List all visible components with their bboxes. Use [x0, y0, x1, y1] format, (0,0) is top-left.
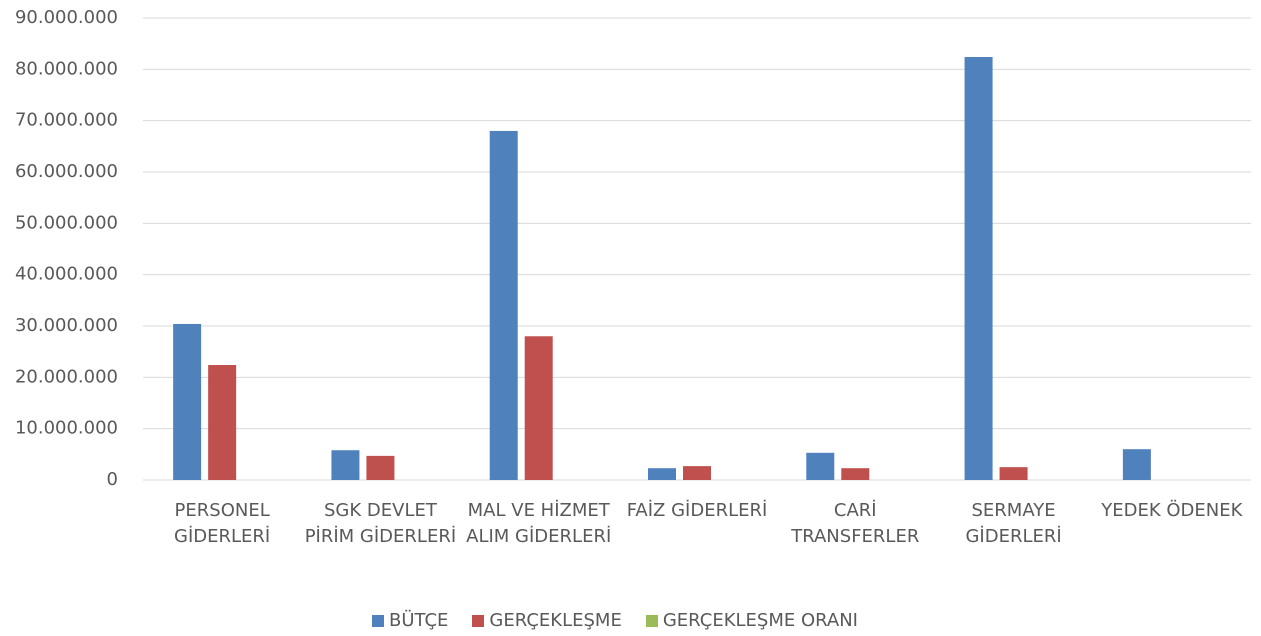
x-tick-label: PERSONEL GİDERLERİ	[174, 500, 271, 547]
bar	[489, 130, 518, 480]
legend-item: GERÇEKLEŞME	[472, 610, 622, 631]
bar	[1122, 449, 1151, 480]
x-tick-label: MAL VE HİZMET ALIM GİDERLERİ	[466, 500, 612, 547]
y-tick-label: 20.000.000	[15, 366, 118, 387]
legend-label: GERÇEKLEŞME ORANI	[662, 610, 858, 631]
bar	[366, 455, 395, 480]
x-tick-label: SERMAYE GİDERLERİ	[965, 500, 1062, 547]
legend-item: GERÇEKLEŞME ORANI	[645, 610, 858, 631]
y-tick-label: 90.000.000	[15, 7, 118, 28]
bar	[208, 365, 237, 480]
legend-swatch	[645, 614, 658, 627]
legend-item: BÜTÇE	[372, 610, 448, 631]
y-tick-label: 30.000.000	[15, 315, 118, 336]
y-tick-label: 70.000.000	[15, 110, 118, 131]
y-tick-label: 60.000.000	[15, 161, 118, 182]
y-tick-label: 10.000.000	[15, 418, 118, 439]
bar	[524, 336, 553, 480]
x-tick-label: FAİZ GİDERLERİ	[626, 500, 768, 521]
x-tick-label: CARİ TRANSFERLER	[791, 500, 920, 547]
legend-label: GERÇEKLEŞME	[489, 610, 622, 631]
bar	[806, 452, 835, 480]
y-tick-label: 0	[107, 469, 118, 490]
legend-swatch	[372, 614, 384, 627]
x-tick-label: SGK DEVLET PİRİM GİDERLERİ	[304, 500, 457, 547]
y-tick-label: 80.000.000	[15, 58, 118, 79]
bar	[173, 323, 202, 480]
bar	[683, 466, 711, 480]
bar	[999, 467, 1028, 480]
y-tick-label: 40.000.000	[15, 264, 118, 285]
legend-swatch	[472, 614, 485, 627]
bar	[964, 57, 993, 480]
bar	[841, 468, 870, 480]
legend-label: BÜTÇE	[389, 610, 449, 631]
bar	[648, 468, 676, 480]
x-tick-label: YEDEK ÖDENEK	[1101, 500, 1243, 521]
y-tick-label: 50.000.000	[15, 212, 118, 233]
bar	[331, 450, 360, 480]
